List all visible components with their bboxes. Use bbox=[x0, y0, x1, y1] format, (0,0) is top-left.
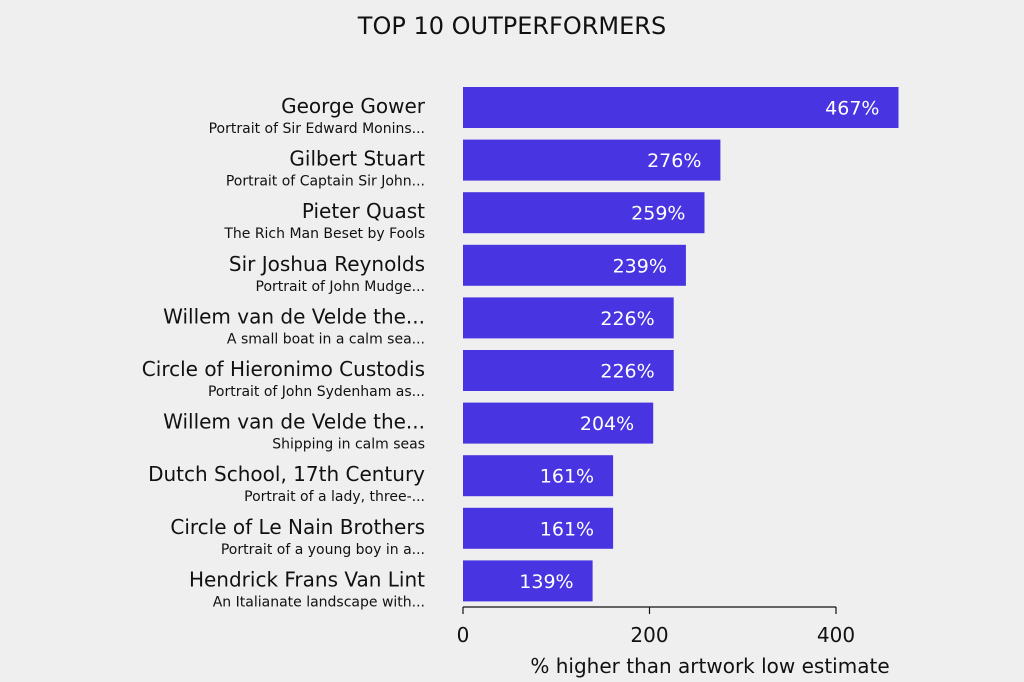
bar-value-label: 161% bbox=[540, 518, 594, 540]
artist-label: Willem van de Velde the... bbox=[163, 410, 425, 434]
bar-value-label: 259% bbox=[631, 203, 685, 225]
bar-value-label: 204% bbox=[580, 413, 634, 435]
bar-value-label: 226% bbox=[600, 361, 654, 383]
x-axis-label: % higher than artwork low estimate bbox=[530, 654, 889, 678]
artwork-label: An Italianate landscape with... bbox=[213, 594, 425, 610]
artwork-label: Shipping in calm seas bbox=[272, 437, 425, 453]
artist-label: George Gower bbox=[281, 94, 426, 118]
artist-label: Hendrick Frans Van Lint bbox=[189, 567, 425, 591]
bar-value-label: 161% bbox=[540, 466, 594, 488]
artwork-label: Portrait of a young boy in a... bbox=[221, 542, 425, 558]
artwork-label: Portrait of Captain Sir John... bbox=[226, 174, 425, 190]
bar-value-label: 226% bbox=[600, 308, 654, 330]
bar bbox=[463, 244, 686, 286]
bar bbox=[463, 192, 705, 234]
x-axis: 0 200 400 bbox=[457, 606, 855, 647]
x-tick-label: 400 bbox=[817, 623, 855, 647]
artist-label: Willem van de Velde the... bbox=[163, 304, 425, 328]
bar bbox=[463, 350, 674, 391]
artwork-label: A small boat in a calm sea... bbox=[227, 331, 425, 347]
bar-value-label: 276% bbox=[647, 150, 701, 172]
artwork-label: Portrait of John Mudge... bbox=[256, 279, 425, 295]
bar bbox=[463, 402, 654, 444]
artwork-label: Portrait of John Sydenham as... bbox=[208, 384, 425, 400]
artist-label: Pieter Quast bbox=[302, 199, 425, 223]
bars-group: 467% 276% 259% 239% 226% 226% 204% 161% 161% 139% bbox=[463, 87, 899, 602]
bar-value-label: 239% bbox=[613, 255, 667, 277]
bar bbox=[463, 87, 899, 128]
x-tick-label: 200 bbox=[630, 623, 668, 647]
bar-value-label: 467% bbox=[825, 98, 879, 120]
artist-label: Circle of Hieronimo Custodis bbox=[142, 357, 425, 381]
artist-label: Gilbert Stuart bbox=[289, 147, 425, 171]
bar bbox=[463, 139, 721, 181]
chart-title: TOP 10 OUTPERFORMERS bbox=[357, 12, 666, 40]
bar bbox=[463, 507, 614, 549]
artist-label: Sir Joshua Reynolds bbox=[229, 252, 425, 276]
artwork-label: Portrait of Sir Edward Monins... bbox=[209, 121, 425, 137]
artist-label: Dutch School, 17th Century bbox=[148, 462, 425, 486]
artwork-label: Portrait of a lady, three-... bbox=[244, 489, 425, 505]
bar bbox=[463, 455, 614, 497]
x-tick-label: 0 bbox=[457, 623, 470, 647]
artwork-label: The Rich Man Beset by Fools bbox=[223, 226, 425, 242]
category-labels: George Gower Portrait of Sir Edward Monin… bbox=[142, 94, 426, 610]
bar bbox=[463, 560, 593, 602]
bar bbox=[463, 297, 674, 339]
bar-value-label: 139% bbox=[519, 571, 573, 593]
artist-label: Circle of Le Nain Brothers bbox=[170, 515, 425, 539]
